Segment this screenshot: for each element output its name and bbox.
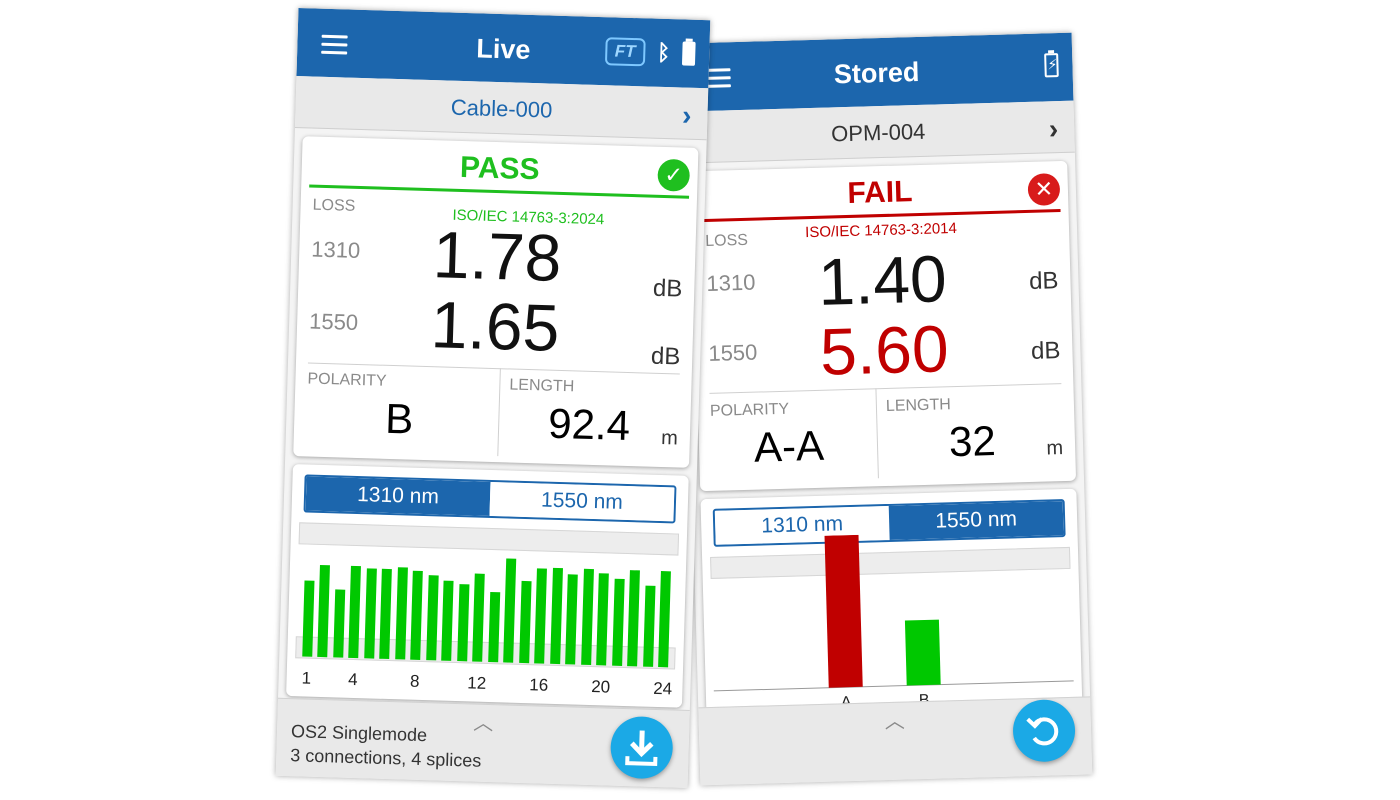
stored-bar-chart: AB [713,534,1074,711]
length-value: 32 [948,416,997,466]
bar-24 [658,571,672,668]
stored-cable-name: OPM-004 [830,118,926,147]
live-chart-card: 1310 nm 1550 nm 1 4 8 12 16 20 24 [286,464,689,708]
bar-4 [348,565,362,659]
length-value: 92.4 [547,399,631,450]
x-tick-label: 16 [529,675,549,695]
bar-14 [503,558,517,663]
bluetooth-icon: ᛒ [656,39,671,66]
loss-value-1550: 5.60 [819,311,950,389]
chevron-right-icon[interactable]: › [1048,113,1059,145]
x-tick-label: 4 [347,669,358,690]
x-tick-label: 24 [652,678,673,699]
bar-10 [441,580,454,661]
x-tick-label: 12 [467,673,487,693]
unit-db-1310: dB [1028,267,1059,295]
x-axis-line [713,680,1074,692]
length-unit: m [1046,437,1064,460]
polarity-value: A-A [753,421,825,471]
bar-18 [565,574,579,665]
unit-db-1550: dB [650,342,681,371]
bar-13 [487,591,500,663]
length-label: LENGTH [509,376,575,396]
divider-vertical [875,388,879,479]
tab-1310[interactable]: 1310 nm [305,476,491,516]
fiber-detail: 3 connections, 4 splices [290,745,482,771]
bar-6 [379,568,393,660]
divider-vertical [497,368,501,457]
bar-A [824,534,863,688]
undo-button[interactable] [1012,698,1076,763]
unit-db-1550: dB [1030,337,1061,365]
bar-7 [394,567,408,660]
bar-9 [425,575,439,661]
stored-chart-card: 1310 nm 1550 nm AB [700,488,1083,732]
battery-icon [681,41,696,66]
battery-charging-icon: ⚡ [1044,53,1059,78]
x-tick-label: 8 [409,671,420,691]
stored-title: Stored [833,56,920,90]
bar-22 [627,570,641,667]
download-icon [625,730,658,767]
x-tick-label: 1 [301,668,312,688]
x-tick-label: 20 [590,677,611,697]
bar-12 [472,573,486,662]
live-bar-chart [299,544,674,668]
wavelength-tabs: 1310 nm 1550 nm [303,474,677,524]
bar-2 [317,564,331,658]
length-unit: m [660,427,679,450]
polarity-label: POLARITY [307,370,387,390]
stored-cable-bar[interactable]: OPM-004 › [681,100,1075,164]
bar-1 [301,580,315,657]
bar-23 [642,585,656,667]
live-result-card: PASS ✓ LOSS ISO/IEC 14763-3:2024 1310 1.… [293,136,699,468]
live-cable-bar[interactable]: Cable-000 › [294,76,709,141]
bar-5 [363,568,377,659]
polarity-value: B [384,394,415,443]
undo-icon [1026,717,1059,746]
bar-16 [534,568,548,664]
stored-result-card: FAIL ✕ LOSS ISO/IEC 14763-3:2014 1310 1.… [691,160,1077,492]
length-label: LENGTH [885,396,952,415]
live-footer: ︿ OS2 Singlemode 3 connections, 4 splice… [275,697,690,788]
chevron-right-icon[interactable]: › [681,99,692,131]
status-label: FAIL [847,175,913,210]
bar-11 [456,584,470,662]
bar-15 [518,580,532,664]
bar-17 [549,567,563,665]
live-screen: Live FT ᛒ Cable-000 › PASS ✓ LOSS ISO/IE… [275,8,711,788]
bar-3 [332,589,345,658]
loss-value-1550: 1.65 [429,287,561,365]
bar-21 [611,578,625,666]
bar-8 [410,570,424,660]
polarity-label: POLARITY [709,400,790,420]
tab-1550[interactable]: 1550 nm [489,481,675,522]
ft-icon[interactable]: FT [604,37,646,67]
live-header: Live FT ᛒ [296,8,711,89]
live-cable-name: Cable-000 [450,94,553,123]
download-button[interactable] [609,715,674,780]
stored-footer: ︿ [698,696,1093,786]
bar-B [904,619,941,686]
bar-20 [596,573,610,666]
stored-screen: Stored ⚡ OPM-004 › FAIL ✕ LOSS ISO/IEC 1… [679,32,1093,786]
bar-19 [580,568,594,666]
stored-header: Stored ⚡ [679,32,1074,112]
fiber-type: OS2 Singlemode [290,721,428,746]
